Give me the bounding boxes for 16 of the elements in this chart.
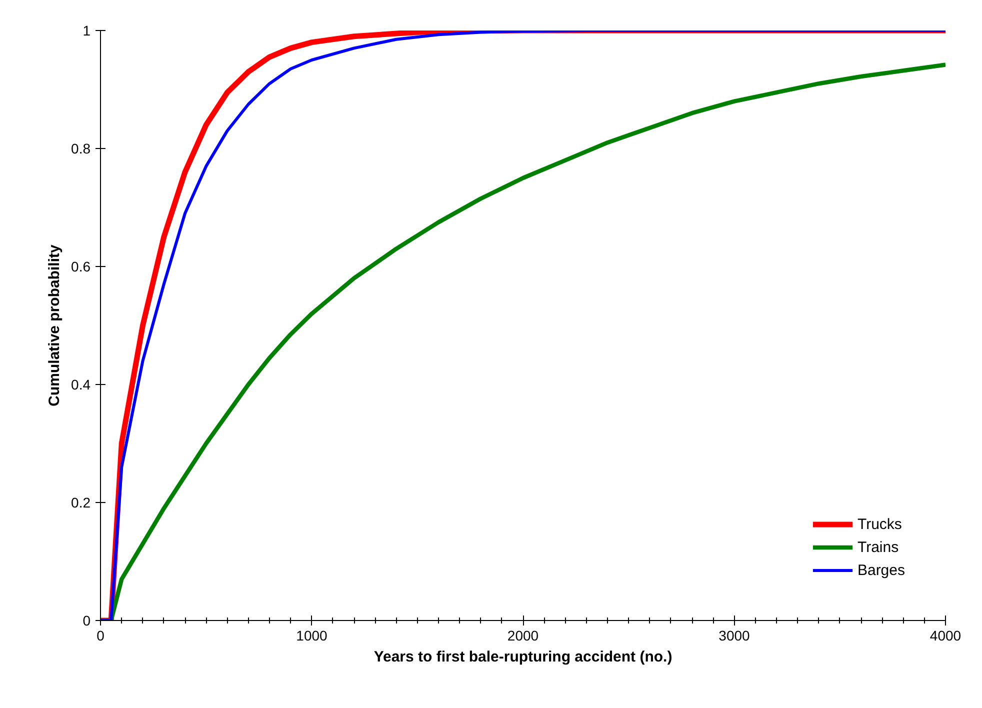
y-tick-label: 0 — [82, 612, 91, 628]
x-axis-title: Years to first bale-rupturing accident (no.) — [374, 648, 672, 666]
x-tick-label: 3000 — [718, 628, 750, 644]
y-tick-label: 0.4 — [71, 376, 91, 392]
x-tick-label: 2000 — [507, 628, 539, 644]
y-tick-label: 1 — [82, 22, 91, 38]
y-tick-label: 0.8 — [71, 140, 91, 156]
legend-label: Barges — [857, 562, 905, 578]
legend-label: Trucks — [857, 516, 902, 532]
y-tick-label: 0.6 — [71, 258, 91, 274]
x-tick-label: 0 — [96, 628, 105, 644]
y-tick-label: 0.2 — [71, 494, 91, 510]
y-axis-title: Cumulative probability — [46, 244, 64, 406]
x-tick-label: 4000 — [930, 628, 962, 644]
legend-label: Trains — [857, 538, 899, 556]
x-tick-label: 1000 — [296, 628, 328, 644]
